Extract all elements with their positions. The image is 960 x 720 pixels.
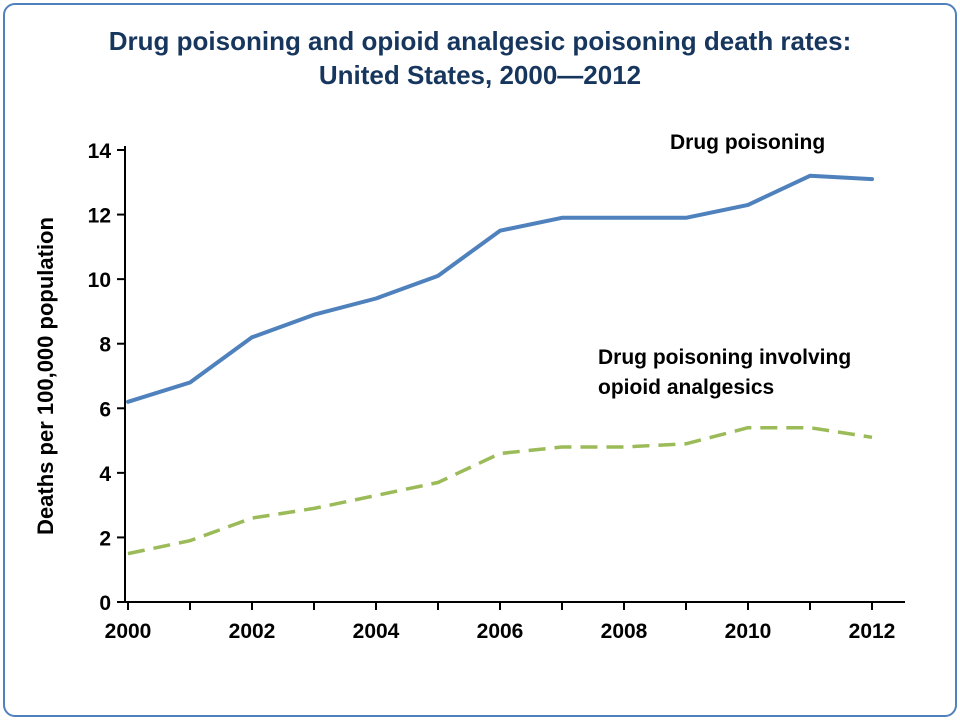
y-tick-label: 4 bbox=[99, 463, 111, 486]
chart-title: Drug poisoning and opioid analgesic pois… bbox=[0, 24, 960, 92]
x-tick-label: 2008 bbox=[601, 620, 648, 643]
annotation-opioid-analgesics: Drug poisoning involving opioid analgesi… bbox=[598, 343, 851, 403]
y-tick-label: 10 bbox=[88, 269, 111, 292]
chart-title-line2: United States, 2000—2012 bbox=[318, 60, 642, 90]
x-tick-label: 2000 bbox=[105, 620, 152, 643]
x-tick-label: 2006 bbox=[477, 620, 524, 643]
x-tick-label: 2004 bbox=[353, 620, 400, 643]
y-tick-label: 6 bbox=[99, 398, 111, 421]
x-tick-label: 2002 bbox=[229, 620, 276, 643]
annotation-drug-poisoning: Drug poisoning bbox=[670, 131, 826, 154]
x-tick-label: 2012 bbox=[849, 620, 896, 643]
y-tick-label: 14 bbox=[88, 140, 112, 163]
drug-poisoning-line bbox=[126, 173, 874, 404]
opioid-analgesics-line bbox=[127, 425, 873, 556]
annotation-opioid-line1: Drug poisoning involving bbox=[598, 346, 852, 369]
y-tick-label: 12 bbox=[88, 205, 111, 228]
y-tick-label: 0 bbox=[99, 592, 111, 615]
x-tick-label: 2010 bbox=[725, 620, 772, 643]
chart-title-line1: Drug poisoning and opioid analgesic pois… bbox=[108, 26, 852, 56]
y-tick-label: 8 bbox=[99, 334, 111, 357]
annotation-opioid-line2: opioid analgesics bbox=[598, 376, 775, 399]
y-tick-label: 2 bbox=[99, 527, 111, 550]
